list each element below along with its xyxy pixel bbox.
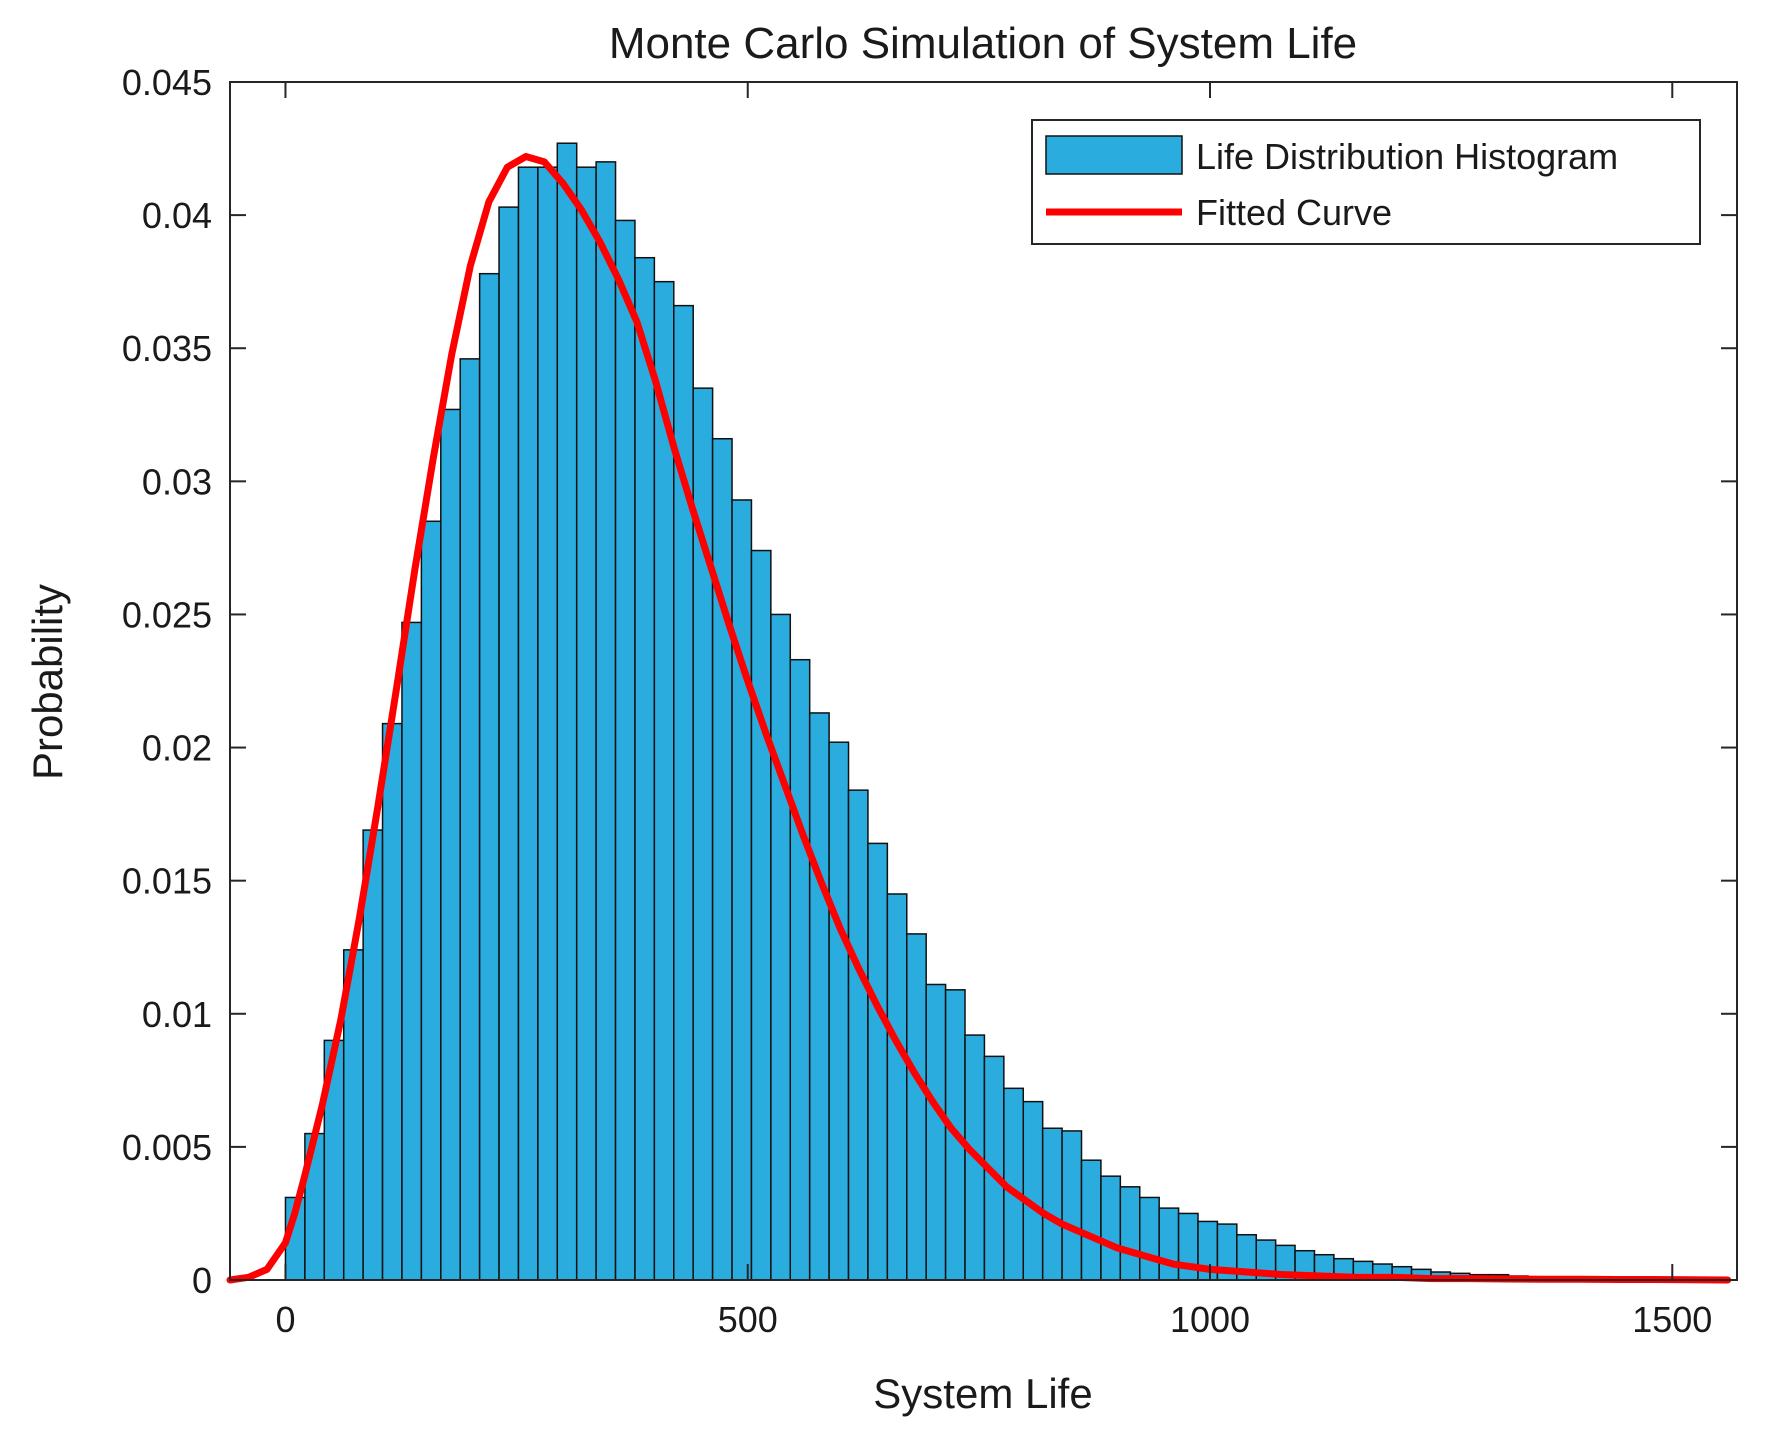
histogram-bar <box>517 166 539 1281</box>
histogram-bar <box>1100 1175 1122 1281</box>
histogram-bar <box>770 613 792 1281</box>
histogram-bar <box>459 358 481 1281</box>
histogram-bar <box>1061 1130 1083 1281</box>
fitted-curve-line <box>226 153 1732 1284</box>
histogram-bar <box>1080 1159 1102 1281</box>
histogram-bar <box>886 893 908 1281</box>
x-tick-label: 1500 <box>1632 1299 1712 1340</box>
y-axis-label: Probability <box>24 584 71 780</box>
histogram-bar <box>440 408 461 1281</box>
y-tick-label: 0.01 <box>142 994 212 1035</box>
histogram-bar <box>614 219 636 1281</box>
x-tick-label: 1000 <box>1170 1299 1250 1340</box>
histogram-bar <box>556 142 578 1281</box>
histogram-bar <box>478 272 500 1281</box>
legend: Life Distribution Histogram Fitted Curve <box>1031 119 1701 245</box>
histogram-bar <box>498 206 520 1281</box>
histogram-bar <box>711 437 733 1281</box>
y-tick-label: 0 <box>192 1260 212 1301</box>
histogram-bar <box>750 549 772 1281</box>
y-tick-label: 0.005 <box>122 1127 212 1168</box>
histogram-bar <box>1119 1186 1141 1281</box>
chart-title: Monte Carlo Simulation of System Life <box>609 19 1357 68</box>
histogram-bar <box>789 658 811 1281</box>
histogram-bar <box>575 166 597 1281</box>
histogram-bar <box>808 712 830 1281</box>
histogram-bar <box>1158 1207 1180 1281</box>
histogram-bar <box>906 933 927 1281</box>
y-tick-label: 0.02 <box>142 728 212 769</box>
histogram-bar <box>401 621 423 1281</box>
legend-label-curve: Fitted Curve <box>1196 192 1392 233</box>
histogram-bar <box>1139 1196 1160 1281</box>
histogram-bar <box>381 722 403 1281</box>
histogram-bar <box>847 789 869 1281</box>
histogram-bar <box>731 499 753 1281</box>
y-tick-label: 0.04 <box>142 195 212 236</box>
y-tick-label: 0.045 <box>122 62 212 103</box>
plot-area-frame <box>229 81 1738 1281</box>
y-tick-label: 0.035 <box>122 328 212 369</box>
histogram-bar <box>634 256 656 1281</box>
histogram-bar <box>925 983 947 1281</box>
y-tick-label: 0.025 <box>122 594 212 635</box>
histogram-bar <box>867 842 889 1281</box>
y-tick-label: 0.03 <box>142 461 212 502</box>
histogram-bar <box>595 161 617 1281</box>
axis-ticks <box>230 81 1737 1281</box>
legend-label-histogram: Life Distribution Histogram <box>1196 136 1618 177</box>
x-tick-label: 0 <box>275 1299 295 1340</box>
histogram-bar <box>1041 1127 1063 1281</box>
y-tick-label: 0.015 <box>122 861 212 902</box>
legend-swatch-histogram <box>1045 135 1183 175</box>
histogram-bar <box>1022 1100 1044 1281</box>
histogram-bar <box>420 520 442 1281</box>
axis-tick-labels: 0 500 1000 1500 0 0.005 0.01 0.015 0.02 0.025 0.03… <box>122 62 1712 1340</box>
histogram-bar <box>537 166 559 1281</box>
x-axis-label: System Life <box>873 1370 1092 1417</box>
x-tick-label: 500 <box>718 1299 778 1340</box>
histogram-bar <box>828 741 850 1281</box>
